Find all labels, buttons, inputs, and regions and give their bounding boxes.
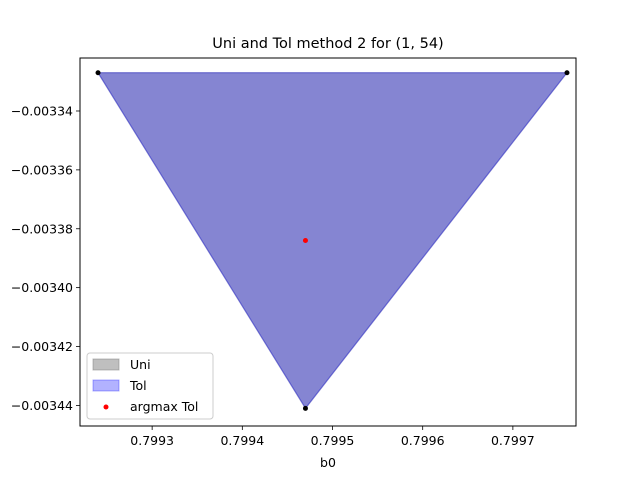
axes-frame — [79, 57, 577, 427]
polygon-tol — [96, 72, 569, 410]
y-axis: −0.00344 −0.00342 −0.00340 −0.00338 −0.00336… — [11, 103, 80, 413]
x-tick-label: 0.7997 — [491, 433, 535, 448]
x-axis: 0.7993 0.7994 0.7995 0.7996 0.7997 — [130, 426, 535, 448]
vertex-point-0 — [95, 70, 101, 76]
y-tick-label: −0.00334 — [11, 103, 73, 118]
argmax-tol-point — [302, 238, 308, 244]
legend-marker-argmax — [103, 404, 109, 410]
y-tick-label: −0.00342 — [11, 339, 73, 354]
y-tick-label: −0.00344 — [11, 398, 73, 413]
x-tick-label: 0.7993 — [130, 433, 174, 448]
vertex-point-1 — [564, 70, 570, 76]
y-tick-label: −0.00336 — [11, 162, 73, 177]
x-axis-label: b0 — [320, 455, 336, 470]
legend: Uni Tol argmax Tol — [86, 352, 214, 420]
legend-swatch-tol — [92, 379, 120, 392]
plot-area — [95, 70, 570, 411]
x-tick-label: 0.7995 — [311, 433, 355, 448]
y-tick-label: −0.00338 — [11, 221, 73, 236]
legend-swatch-uni — [92, 358, 120, 371]
x-tick-label: 0.7994 — [220, 433, 264, 448]
legend-label-argmax: argmax Tol — [130, 399, 198, 414]
x-tick-label: 0.7996 — [401, 433, 445, 448]
vertex-point-2 — [302, 405, 308, 411]
legend-label-tol: Tol — [129, 378, 147, 393]
polygon-uni — [96, 72, 569, 410]
chart-title: Uni and Tol method 2 for (1, 54) — [212, 36, 443, 52]
y-tick-label: −0.00340 — [11, 280, 73, 295]
legend-label-uni: Uni — [130, 357, 151, 372]
